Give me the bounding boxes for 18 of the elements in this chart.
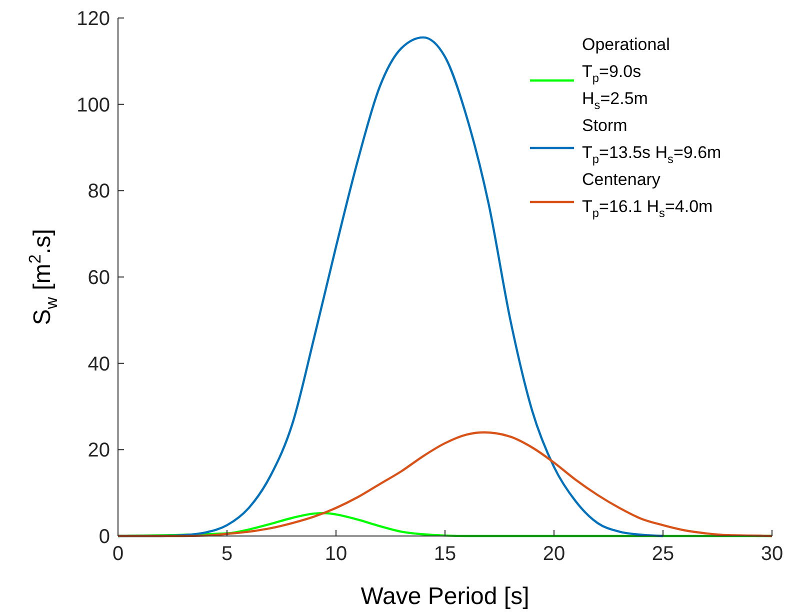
legend-label: Operational T$_{p}$=9.0s H$_{s}$=2.5m bbox=[582, 35, 670, 112]
legend-label: Storm T$_{p}$=13.5s H$_{s}$=9.6m bbox=[582, 116, 722, 166]
x-tick-label: 10 bbox=[324, 543, 348, 565]
x-tick-label: 0 bbox=[112, 543, 124, 565]
y-tick-label: 40 bbox=[88, 353, 110, 376]
y-tick-label: 60 bbox=[88, 267, 110, 289]
x-tick-label: 5 bbox=[221, 543, 233, 565]
y-tick-label: 20 bbox=[88, 440, 110, 462]
x-tick-label: 30 bbox=[760, 543, 784, 565]
x-tick-label: 15 bbox=[434, 543, 456, 565]
y-tick-label: 120 bbox=[76, 8, 110, 30]
x-tick-label: 25 bbox=[652, 543, 674, 565]
x-tick-label: 20 bbox=[542, 543, 566, 565]
y-tick-label: 100 bbox=[76, 94, 110, 116]
y-tick-label: 80 bbox=[88, 180, 110, 203]
y-tick-label: 0 bbox=[98, 526, 110, 548]
legend-label: Centenary T$_{p}$=16.1 H$_{s}$=4.0m bbox=[582, 170, 713, 220]
x-axis-title: Wave Period [s] bbox=[360, 583, 530, 610]
